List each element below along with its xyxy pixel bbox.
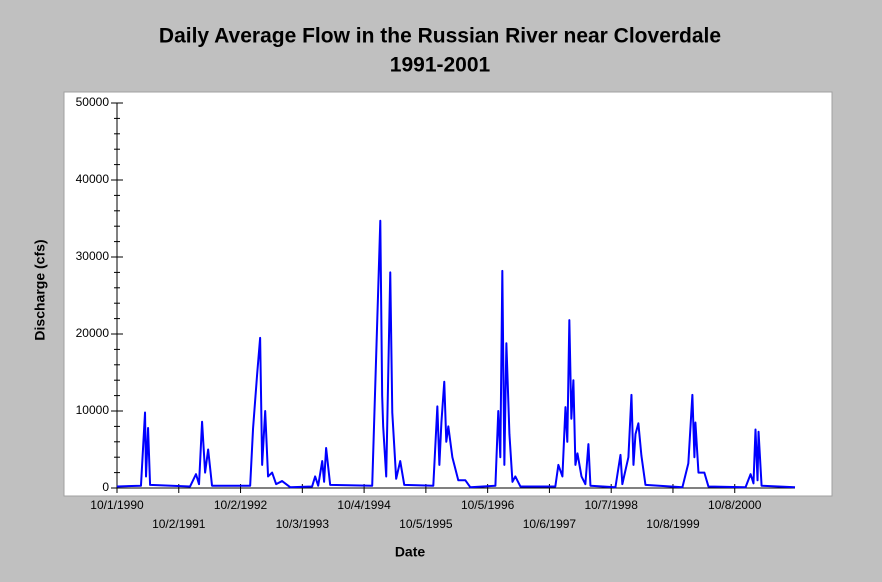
x-tick-label: 10/3/1993 bbox=[276, 517, 330, 531]
x-axis-label: Date bbox=[395, 544, 426, 560]
y-tick-label: 30000 bbox=[76, 249, 110, 263]
y-tick-label: 20000 bbox=[76, 326, 110, 340]
y-tick-label: 0 bbox=[102, 480, 109, 494]
y-tick-label: 10000 bbox=[76, 403, 110, 417]
x-tick-label: 10/1/1990 bbox=[90, 498, 144, 512]
chart-subtitle: 1991-2001 bbox=[390, 54, 491, 77]
y-tick-label: 40000 bbox=[76, 172, 110, 186]
x-tick-label: 10/2/1991 bbox=[152, 517, 206, 531]
chart-title: Daily Average Flow in the Russian River … bbox=[159, 25, 721, 48]
x-tick-label: 10/8/1999 bbox=[646, 517, 700, 531]
x-tick-label: 10/2/1992 bbox=[214, 498, 268, 512]
x-tick-label: 10/6/1997 bbox=[523, 517, 577, 531]
x-tick-label: 10/5/1995 bbox=[399, 517, 453, 531]
y-tick-label: 50000 bbox=[76, 95, 110, 109]
x-tick-label: 10/8/2000 bbox=[708, 498, 762, 512]
x-tick-label: 10/4/1994 bbox=[337, 498, 391, 512]
x-tick-label: 10/7/1998 bbox=[585, 498, 639, 512]
flow-line bbox=[116, 219, 796, 489]
x-tick-label: 10/5/1996 bbox=[461, 498, 515, 512]
y-axis-label: Discharge (cfs) bbox=[32, 239, 48, 340]
